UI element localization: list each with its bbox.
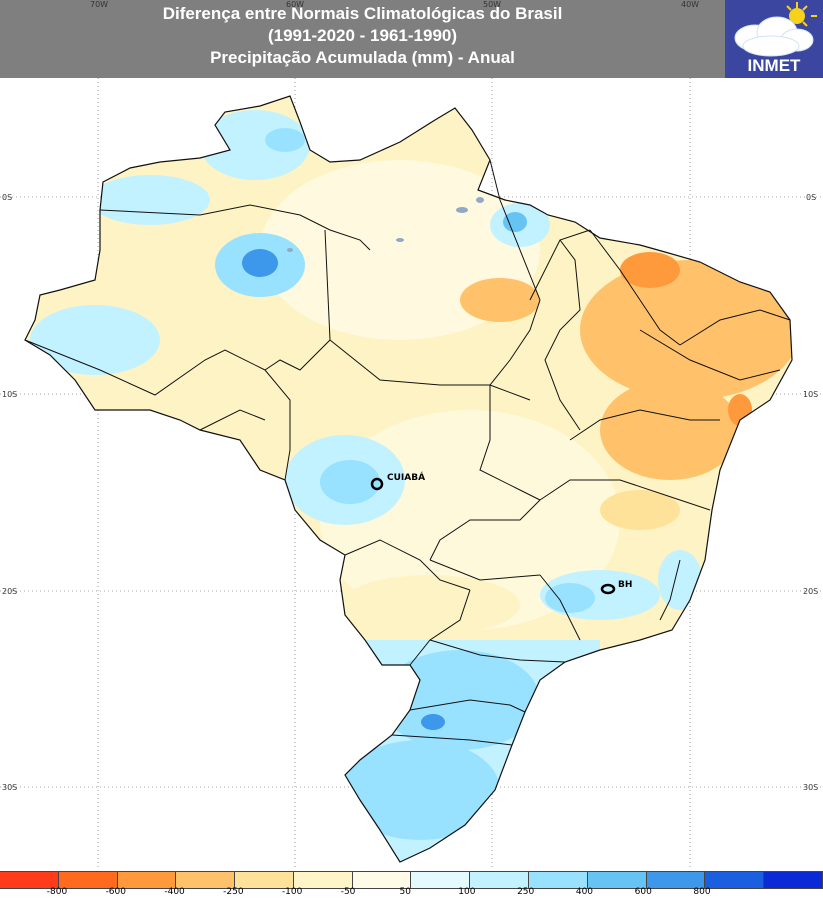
lon-label-50w: 50W	[483, 0, 502, 9]
color-scale-cell	[470, 872, 530, 888]
lat-label-10s-left: 10S	[2, 390, 18, 399]
city-marker-cuiaba	[370, 477, 384, 491]
lat-label-20s-right: 20S	[803, 587, 819, 596]
lat-label-30s-left: 30S	[2, 783, 18, 792]
city-marker-bh	[600, 583, 616, 595]
logo-text: INMET	[747, 56, 801, 75]
lat-label-0s-left: 0S	[2, 193, 13, 202]
color-scale-cell	[352, 872, 412, 888]
cloud-sun-icon	[734, 2, 817, 57]
color-scale-cell	[646, 872, 706, 888]
title-line-1: Diferença entre Normais Climatológicas d…	[162, 4, 563, 23]
color-scale-label: -250	[223, 887, 244, 897]
color-scale-label: 100	[458, 887, 476, 897]
city-label-bh: BH	[618, 580, 632, 590]
color-scale-cell	[587, 872, 647, 888]
title-banner: Diferença entre Normais Climatológicas d…	[0, 0, 823, 78]
color-scale-cell	[176, 872, 236, 888]
city-label-cuiaba: CUIABÁ	[387, 471, 425, 483]
lat-label-10s-right: 10S	[803, 390, 819, 399]
color-scale-label: 50	[399, 887, 411, 897]
color-scale-cell	[58, 872, 118, 888]
color-scale-label: 400	[575, 887, 594, 897]
color-scale-cell	[0, 872, 59, 888]
color-scale-cell	[235, 872, 294, 888]
river-marks	[287, 197, 484, 252]
color-scale-label: 250	[517, 887, 535, 897]
lon-label-70w: 70W	[90, 0, 109, 9]
color-scale-bar	[0, 871, 823, 889]
color-scale-cell	[293, 872, 353, 888]
color-scale-label: -100	[281, 887, 303, 897]
color-scale-label: -800	[46, 887, 68, 897]
title-line-2: (1991-2020 - 1961-1990)	[267, 26, 458, 45]
color-scale-label: -600	[105, 887, 126, 897]
lat-label-20s-left: 20S	[2, 587, 18, 596]
color-scale-cell	[705, 872, 765, 888]
inmet-logo: INMET	[725, 0, 823, 78]
lat-label-0s-right: 0S	[806, 193, 817, 202]
color-scale-label: 800	[693, 887, 711, 897]
color-scale-label: -400	[164, 887, 185, 897]
color-scale-label: -50	[340, 887, 356, 897]
color-scale-cell	[764, 872, 823, 888]
lon-label-40w: 40W	[681, 0, 700, 9]
brazil-precipitation-map: CUIABÁ BH	[0, 78, 823, 868]
color-scale-label: 600	[634, 887, 652, 897]
state-borders	[24, 159, 791, 746]
color-scale-cell	[117, 872, 177, 888]
lat-label-30s-right: 30S	[803, 783, 819, 792]
color-scale-cell	[529, 872, 588, 888]
color-scale-cell	[411, 872, 471, 888]
title-line-3: Precipitação Acumulada (mm) - Anual	[210, 48, 515, 67]
lon-label-60w: 60W	[286, 0, 305, 9]
